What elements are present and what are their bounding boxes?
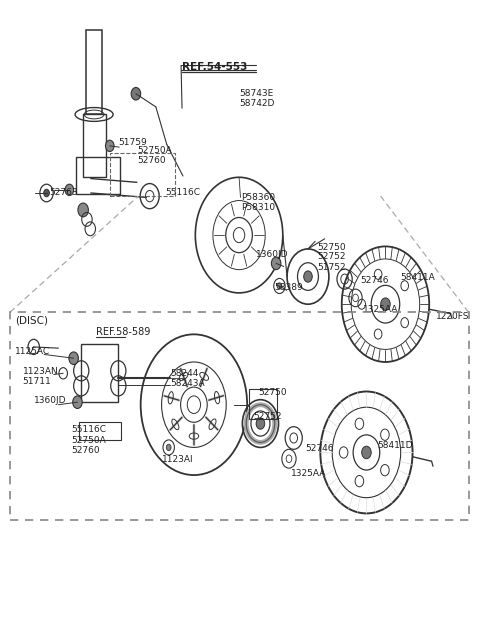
Text: 52752
51752: 52752 51752 (317, 252, 346, 272)
Text: 52750A
52760: 52750A 52760 (137, 146, 172, 165)
Circle shape (72, 396, 82, 408)
Circle shape (304, 271, 312, 282)
Text: 51759: 51759 (118, 138, 146, 147)
Text: 1325AA: 1325AA (363, 305, 398, 314)
Text: 52746: 52746 (360, 276, 389, 285)
Bar (10, 312, 468, 520)
Text: 1325AA: 1325AA (291, 469, 327, 478)
Text: 1360JD: 1360JD (256, 250, 288, 259)
Bar (86, 30, 102, 114)
Circle shape (256, 418, 265, 429)
Bar (83, 114, 106, 177)
Text: 55116C: 55116C (72, 425, 107, 434)
Text: 1123AN
51711: 1123AN 51711 (23, 367, 59, 386)
Text: 1125AC: 1125AC (15, 347, 50, 356)
Bar (76, 156, 120, 194)
Text: 52746: 52746 (306, 444, 334, 453)
Circle shape (277, 283, 282, 289)
Bar (249, 389, 277, 419)
Circle shape (44, 189, 49, 197)
Text: 55116C: 55116C (166, 189, 200, 198)
Circle shape (271, 257, 281, 269)
Text: REF.54-553: REF.54-553 (182, 62, 247, 73)
Text: 52750: 52750 (258, 387, 287, 397)
Circle shape (78, 203, 88, 217)
Text: 1123AI: 1123AI (162, 456, 193, 464)
Text: 58743E
58742D: 58743E 58742D (239, 89, 275, 109)
Circle shape (106, 140, 114, 151)
Text: 1220FS: 1220FS (436, 312, 470, 321)
Bar (81, 345, 119, 402)
Text: 52750: 52750 (317, 243, 346, 252)
Text: (DISC): (DISC) (15, 316, 48, 326)
Circle shape (65, 184, 73, 196)
Text: 52763: 52763 (49, 189, 78, 198)
Text: 58389: 58389 (275, 283, 303, 292)
Circle shape (131, 88, 141, 100)
Bar (110, 153, 175, 196)
Text: P58360
P58310: P58360 P58310 (241, 192, 276, 212)
Text: 52750A
52760: 52750A 52760 (72, 436, 107, 455)
Circle shape (69, 352, 78, 365)
Text: 58411D: 58411D (377, 441, 412, 450)
Circle shape (381, 298, 390, 310)
Circle shape (362, 446, 371, 459)
Bar (79, 422, 120, 440)
Text: 1360JD: 1360JD (34, 396, 66, 405)
Text: REF.58-589: REF.58-589 (96, 327, 151, 338)
Circle shape (167, 444, 171, 451)
Text: 58411A: 58411A (401, 273, 435, 282)
Text: 58244
58243A: 58244 58243A (170, 369, 205, 388)
Text: 52752: 52752 (253, 411, 282, 420)
